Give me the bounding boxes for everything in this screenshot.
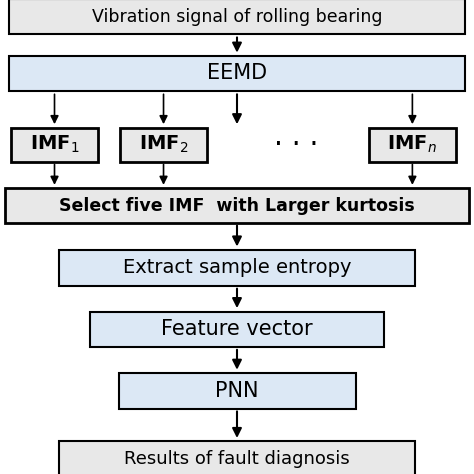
FancyBboxPatch shape bbox=[59, 250, 415, 285]
FancyBboxPatch shape bbox=[11, 128, 99, 162]
Text: Results of fault diagnosis: Results of fault diagnosis bbox=[124, 450, 350, 468]
FancyBboxPatch shape bbox=[368, 128, 456, 162]
FancyBboxPatch shape bbox=[9, 0, 465, 35]
Text: EEMD: EEMD bbox=[207, 64, 267, 83]
Text: Extract sample entropy: Extract sample entropy bbox=[123, 258, 351, 277]
FancyBboxPatch shape bbox=[5, 188, 469, 224]
Text: · · ·: · · · bbox=[274, 130, 319, 159]
FancyBboxPatch shape bbox=[59, 441, 415, 474]
Text: Select five IMF  with Larger kurtosis: Select five IMF with Larger kurtosis bbox=[59, 197, 415, 215]
FancyBboxPatch shape bbox=[119, 128, 207, 162]
Text: Feature vector: Feature vector bbox=[161, 319, 313, 339]
Text: IMF$_2$: IMF$_2$ bbox=[139, 134, 188, 155]
FancyBboxPatch shape bbox=[118, 374, 356, 409]
Text: Vibration signal of rolling bearing: Vibration signal of rolling bearing bbox=[92, 8, 382, 26]
Text: PNN: PNN bbox=[215, 381, 259, 401]
FancyBboxPatch shape bbox=[9, 56, 465, 91]
FancyBboxPatch shape bbox=[90, 312, 384, 347]
Text: IMF$_n$: IMF$_n$ bbox=[387, 134, 438, 155]
Text: IMF$_1$: IMF$_1$ bbox=[30, 134, 79, 155]
